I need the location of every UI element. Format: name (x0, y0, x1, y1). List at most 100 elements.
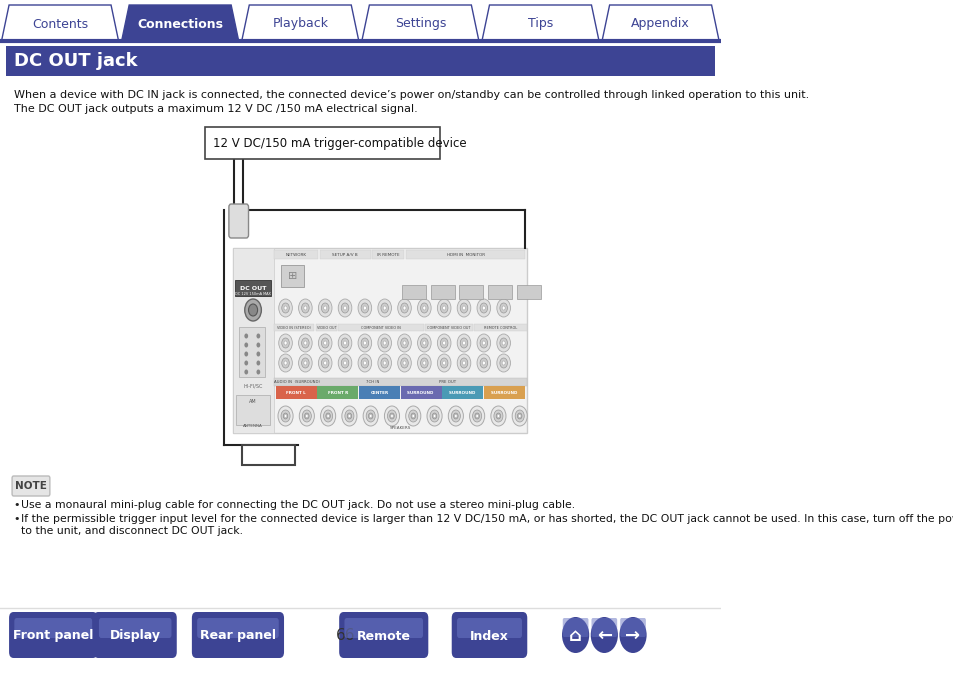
Text: VIDEO IN (STEREO): VIDEO IN (STEREO) (277, 326, 311, 330)
Circle shape (422, 341, 425, 345)
Circle shape (338, 334, 352, 352)
Circle shape (341, 303, 349, 313)
FancyBboxPatch shape (192, 612, 284, 658)
Text: ⌂: ⌂ (569, 627, 581, 645)
Circle shape (479, 338, 487, 348)
FancyBboxPatch shape (274, 324, 314, 331)
Circle shape (323, 306, 326, 310)
Circle shape (244, 369, 248, 374)
Circle shape (363, 361, 366, 365)
Circle shape (256, 369, 260, 374)
Text: VIDEO OUT: VIDEO OUT (316, 326, 335, 330)
Circle shape (360, 338, 368, 348)
Circle shape (256, 334, 260, 339)
Circle shape (497, 415, 498, 417)
FancyBboxPatch shape (619, 618, 645, 637)
FancyBboxPatch shape (239, 327, 265, 377)
Circle shape (383, 361, 386, 365)
Circle shape (323, 410, 333, 422)
Circle shape (298, 354, 312, 372)
FancyBboxPatch shape (562, 618, 588, 637)
Circle shape (397, 334, 411, 352)
Circle shape (357, 354, 372, 372)
Circle shape (281, 410, 290, 422)
Circle shape (496, 413, 500, 419)
Text: SETUP A/V B: SETUP A/V B (332, 253, 357, 257)
Circle shape (432, 413, 436, 419)
Circle shape (244, 343, 248, 347)
Circle shape (561, 617, 589, 653)
Circle shape (244, 351, 248, 357)
FancyBboxPatch shape (205, 127, 440, 159)
Text: •: • (13, 514, 20, 524)
Polygon shape (481, 5, 598, 41)
Text: Rear panel: Rear panel (200, 629, 275, 643)
FancyBboxPatch shape (456, 618, 521, 638)
Circle shape (299, 406, 314, 426)
Circle shape (390, 413, 394, 419)
FancyBboxPatch shape (275, 386, 316, 399)
Circle shape (306, 415, 308, 417)
Circle shape (377, 354, 391, 372)
Text: HI-FI/SC: HI-FI/SC (243, 383, 262, 388)
Circle shape (422, 306, 425, 310)
Circle shape (281, 358, 289, 368)
Circle shape (494, 410, 502, 422)
Text: CENTER: CENTER (370, 391, 388, 395)
Text: Settings: Settings (395, 17, 446, 30)
Circle shape (456, 299, 471, 317)
Circle shape (343, 341, 346, 345)
Circle shape (278, 354, 292, 372)
Circle shape (491, 406, 505, 426)
Circle shape (436, 299, 451, 317)
Circle shape (456, 334, 471, 352)
Text: 12 V DC/150 mA trigger-compatible device: 12 V DC/150 mA trigger-compatible device (213, 137, 466, 149)
Circle shape (442, 361, 445, 365)
Circle shape (281, 303, 289, 313)
Circle shape (380, 338, 388, 348)
Text: Remote: Remote (356, 629, 411, 643)
Circle shape (366, 410, 375, 422)
Text: Contents: Contents (32, 17, 88, 30)
Circle shape (380, 358, 388, 368)
Text: The DC OUT jack outputs a maximum 12 V DC /150 mA electrical signal.: The DC OUT jack outputs a maximum 12 V D… (13, 104, 416, 114)
Text: AUDIO IN  (SURROUND): AUDIO IN (SURROUND) (274, 380, 319, 384)
Circle shape (475, 413, 479, 419)
Circle shape (459, 303, 467, 313)
Circle shape (323, 341, 326, 345)
Circle shape (348, 415, 350, 417)
Circle shape (357, 299, 372, 317)
FancyBboxPatch shape (458, 285, 483, 299)
Circle shape (455, 415, 456, 417)
Circle shape (427, 406, 441, 426)
Circle shape (343, 361, 346, 365)
Text: DC 12V 150mA MAX: DC 12V 150mA MAX (234, 292, 271, 296)
Text: ⊞: ⊞ (288, 271, 296, 281)
Circle shape (402, 341, 406, 345)
Circle shape (363, 406, 377, 426)
Circle shape (400, 303, 408, 313)
FancyBboxPatch shape (234, 280, 271, 296)
Circle shape (499, 338, 507, 348)
Circle shape (283, 413, 288, 419)
Circle shape (343, 306, 346, 310)
Circle shape (284, 341, 287, 345)
Circle shape (476, 334, 490, 352)
Circle shape (476, 415, 477, 417)
Text: Appendix: Appendix (631, 17, 689, 30)
Circle shape (245, 299, 261, 321)
Circle shape (327, 415, 329, 417)
Text: NETWORK: NETWORK (285, 253, 306, 257)
FancyBboxPatch shape (591, 618, 617, 637)
Circle shape (462, 306, 465, 310)
Circle shape (301, 338, 309, 348)
Text: FRONT L: FRONT L (286, 391, 306, 395)
Circle shape (383, 341, 386, 345)
Circle shape (304, 361, 307, 365)
Circle shape (244, 334, 248, 339)
FancyBboxPatch shape (10, 612, 97, 658)
Circle shape (417, 334, 431, 352)
Circle shape (302, 410, 311, 422)
Circle shape (384, 406, 399, 426)
FancyBboxPatch shape (358, 386, 399, 399)
